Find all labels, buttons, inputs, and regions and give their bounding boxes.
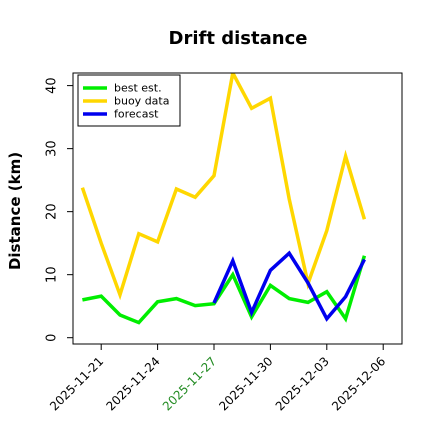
x-tick-label: 2025-12-06: [329, 354, 388, 413]
y-tick-label: 10: [45, 266, 60, 283]
x-axis: 2025-11-212025-11-242025-11-272025-11-30…: [47, 344, 388, 413]
x-tick-label: 2025-11-24: [104, 354, 163, 413]
y-axis-label: Distance (km): [6, 152, 24, 270]
chart-title: Drift distance: [169, 28, 308, 49]
x-tick-label: 2025-11-30: [216, 354, 275, 413]
plot-frame: [72, 72, 403, 345]
y-tick-label: 0: [45, 334, 60, 342]
series-line-forecast: [212, 250, 366, 322]
legend-entry: forecast: [114, 108, 159, 121]
x-tick-label: 2025-12-03: [273, 354, 332, 413]
x-tick-label: 2025-11-27: [160, 354, 219, 413]
legend-entry: best est.: [114, 82, 162, 95]
y-axis: 0 10 20 30 40: [45, 77, 73, 342]
y-tick-label: 30: [45, 140, 60, 157]
series-line-best-est-: [82, 255, 367, 325]
y-tick-label: 40: [45, 77, 60, 94]
x-tick-label: 2025-11-21: [47, 354, 106, 413]
y-tick-label: 20: [45, 203, 60, 220]
plot-area: [80, 73, 367, 325]
legend-entry: buoy data: [114, 95, 169, 108]
series-line-buoy-data: [80, 73, 367, 301]
